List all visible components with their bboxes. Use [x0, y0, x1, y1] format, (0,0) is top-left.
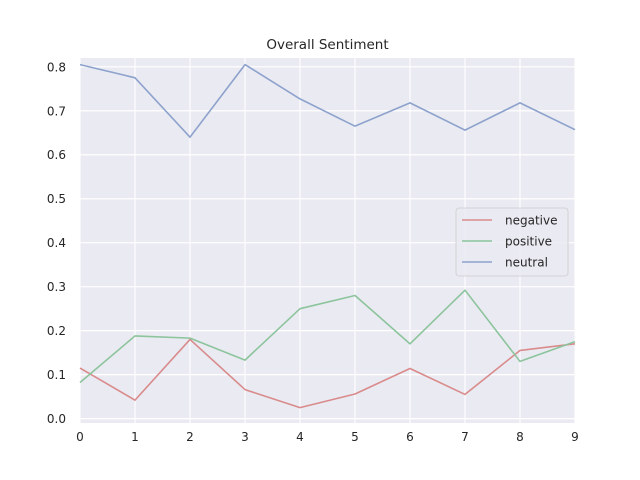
- x-tick-label: 2: [186, 430, 194, 444]
- y-tick-label: 0.5: [47, 192, 66, 206]
- x-tick-labels: 0 1 2 3 4 5 6 7 8 9: [76, 430, 579, 444]
- x-tick-label: 3: [241, 430, 249, 444]
- legend-label-neutral: neutral: [505, 256, 548, 270]
- x-tick-label: 1: [131, 430, 139, 444]
- series-line-neutral: [79, 63, 576, 138]
- y-tick-labels: 0.0 0.1 0.2 0.3 0.4 0.5 0.6 0.7 0.8: [47, 60, 66, 426]
- x-tick-label: 4: [296, 430, 304, 444]
- y-tick-label: 0.4: [47, 236, 66, 250]
- legend: negative positive neutral: [455, 207, 569, 277]
- legend-label-negative: negative: [505, 214, 557, 228]
- y-tick-label: 0.3: [47, 280, 66, 294]
- y-tick-label: 0.7: [47, 104, 66, 118]
- chart-title: Overall Sentiment: [266, 37, 388, 53]
- series-line-positive: [79, 289, 576, 384]
- x-tick-label: 6: [406, 430, 414, 444]
- x-tick-label: 0: [76, 430, 84, 444]
- series-line-negative: [79, 338, 576, 409]
- y-tick-label: 0.8: [47, 60, 66, 74]
- x-tick-label: 7: [461, 430, 469, 444]
- x-tick-label: 9: [571, 430, 579, 444]
- y-tick-label: 0.1: [47, 368, 66, 382]
- legend-label-positive: positive: [505, 235, 552, 249]
- x-tick-label: 5: [351, 430, 359, 444]
- grid-lines: [79, 58, 576, 423]
- y-tick-label: 0.2: [47, 324, 66, 338]
- y-tick-label: 0.0: [47, 412, 66, 426]
- series-layer: [79, 63, 576, 409]
- x-tick-label: 8: [516, 430, 524, 444]
- y-tick-label: 0.6: [47, 148, 66, 162]
- legend-box: [455, 207, 569, 277]
